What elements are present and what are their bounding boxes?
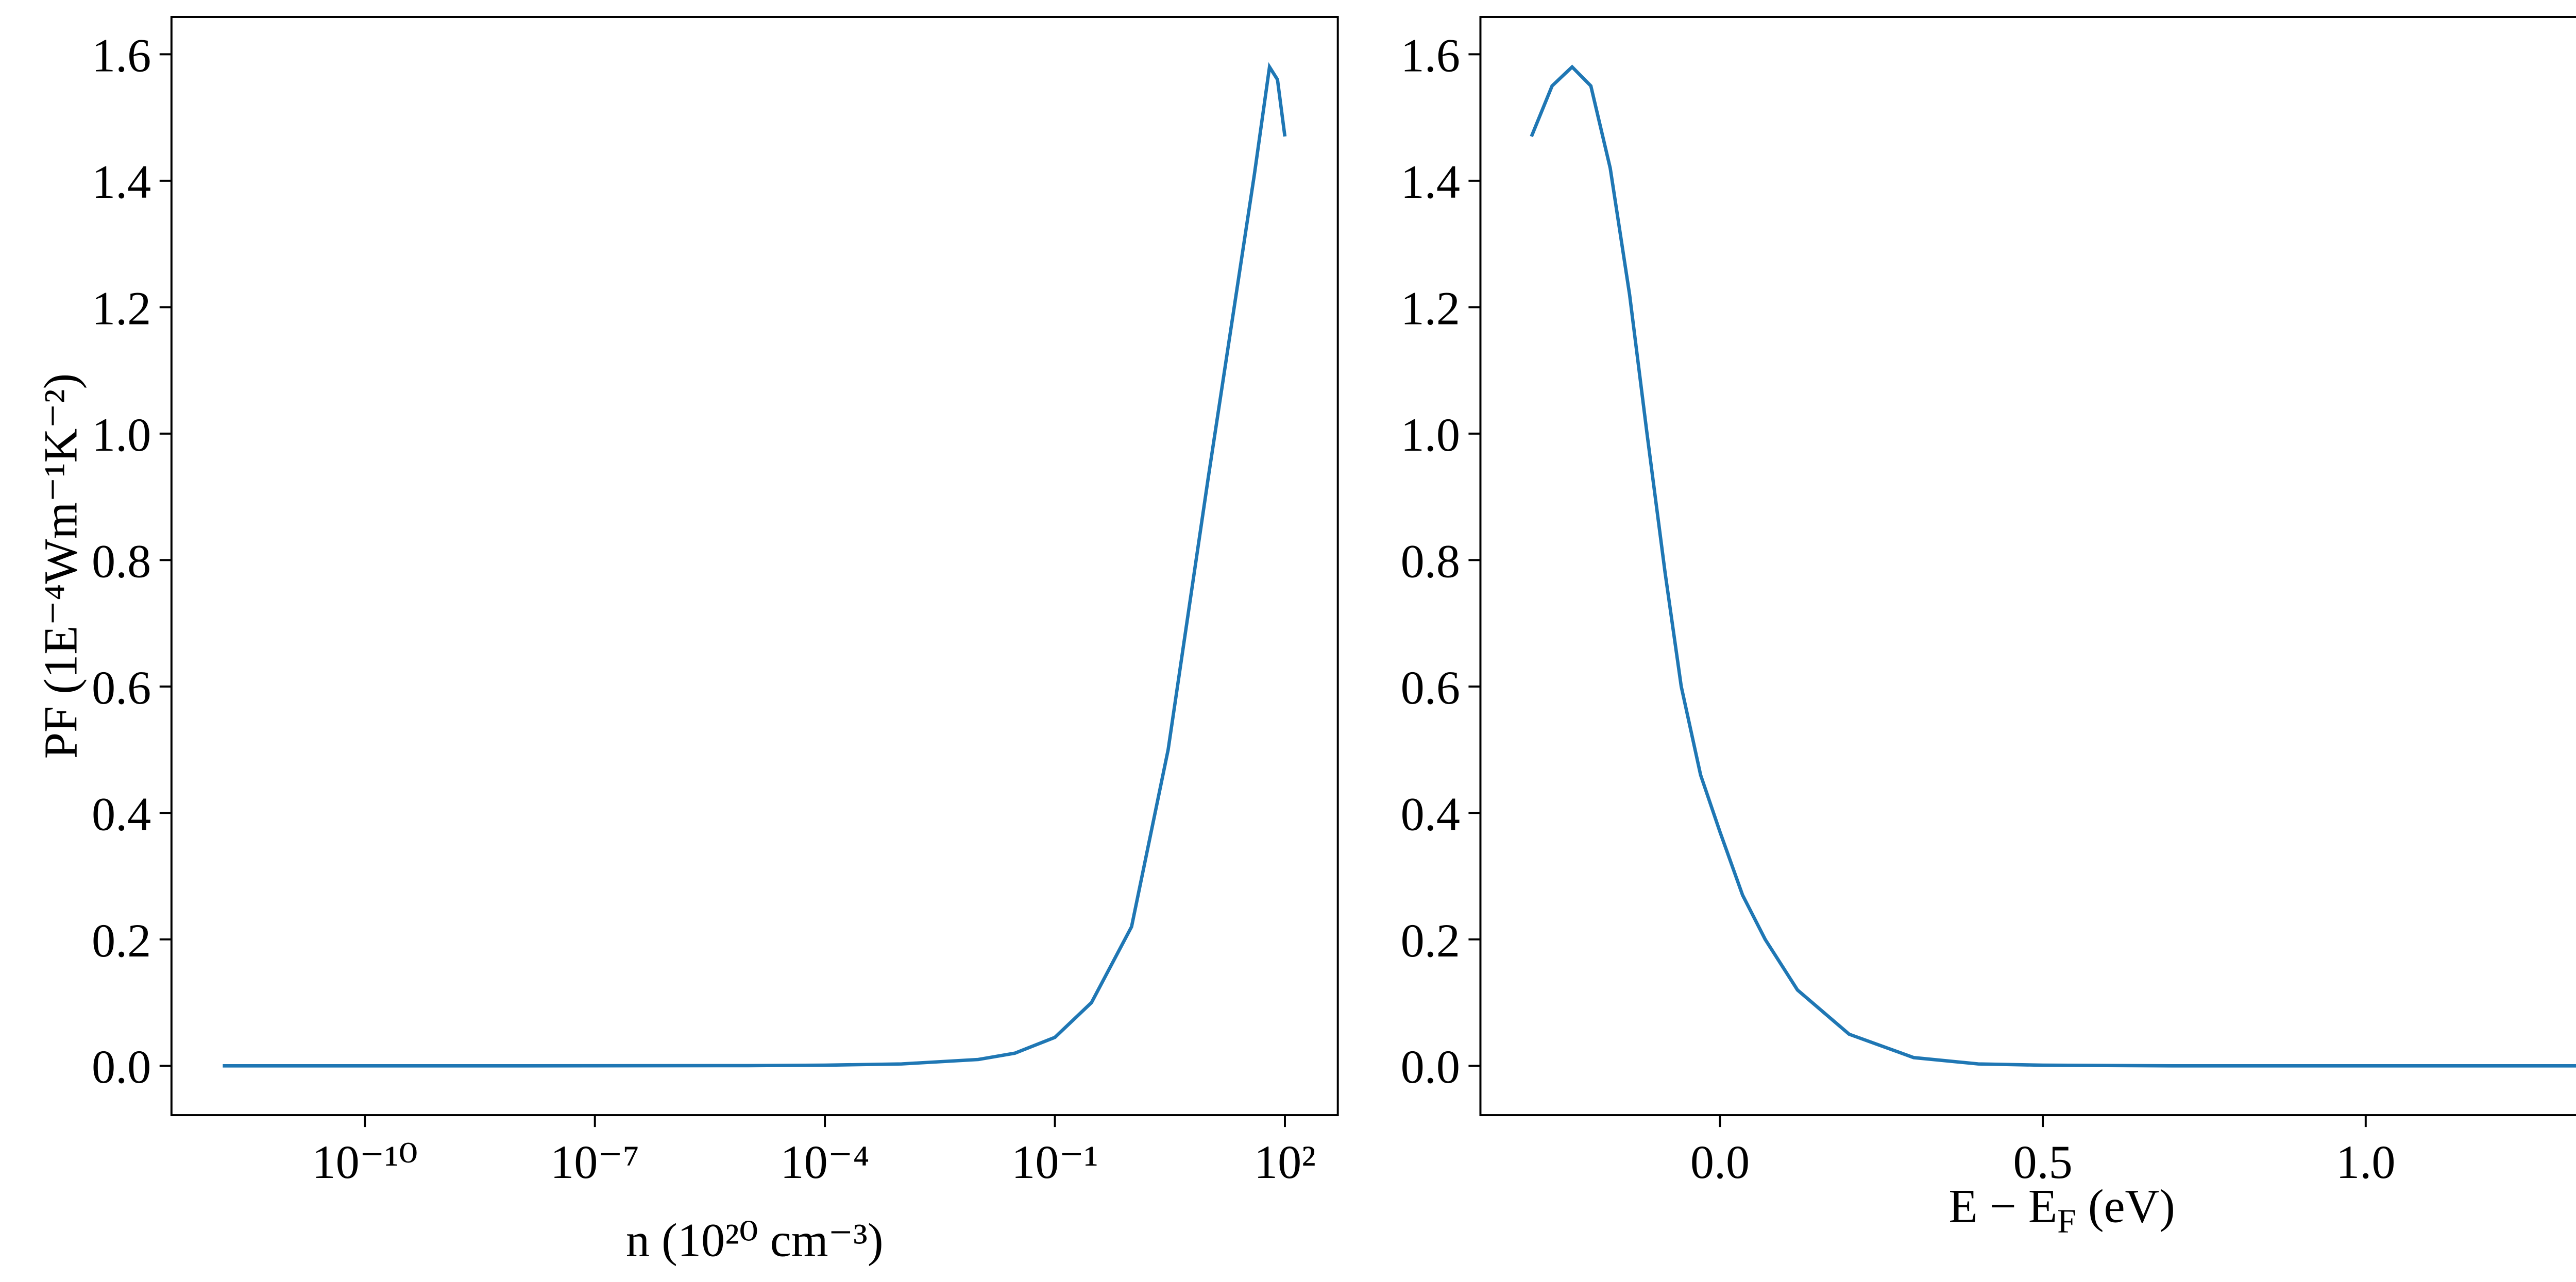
x-tick-label: 10⁻⁷	[550, 1136, 639, 1188]
y-tick-label: 0.6	[92, 661, 151, 714]
curve	[1530, 64, 2576, 1068]
axes-frame	[1479, 16, 2576, 1117]
y-tick-label: 0.0	[92, 1040, 151, 1093]
x-axis-label-unit: (eV)	[2088, 1180, 2175, 1233]
x-tick-label: 1.0	[2336, 1136, 2395, 1188]
y-tick-label: 1.0	[92, 408, 151, 461]
x-axis-label-main: E − E	[1948, 1180, 2057, 1233]
y-tick-label: 0.8	[1401, 535, 1460, 587]
x-tick-label: 0.0	[1690, 1136, 1750, 1188]
y-tick-label: 1.4	[1401, 156, 1460, 208]
y-tick-label: 0.0	[1401, 1040, 1460, 1093]
x-axis-label-subscript: F	[2057, 1202, 2076, 1240]
y-tick-label: 0.8	[92, 535, 151, 587]
y-tick-label: 1.2	[1401, 282, 1460, 334]
y-tick-label: 0.2	[1401, 914, 1460, 967]
x-tick-label: 0.5	[2013, 1136, 2072, 1188]
x-tick-label: 10⁻¹⁰	[312, 1136, 418, 1188]
y-tick-label: 0.2	[92, 914, 151, 967]
y-tick-label: 1.6	[1401, 29, 1460, 81]
y-axis-label: PF (1E⁻⁴Wm⁻¹K⁻²)	[34, 373, 87, 759]
x-axis-label: E − EF (eV)	[1948, 1180, 2175, 1240]
y-tick-label: 0.4	[1401, 788, 1460, 840]
y-tick-label: 0.4	[92, 788, 151, 840]
x-axis-label: n (10²⁰ cm⁻³)	[626, 1214, 884, 1267]
y-tick-label: 1.6	[92, 29, 151, 81]
axes-frame	[170, 16, 1339, 1117]
x-tick-label: 10⁻⁴	[781, 1136, 870, 1188]
y-tick-label: 1.4	[92, 156, 151, 208]
x-tick-label: 10⁻¹	[1011, 1136, 1098, 1188]
x-tick-label: 10²	[1254, 1136, 1316, 1188]
curve	[223, 62, 1287, 1068]
y-tick-label: 0.6	[1401, 661, 1460, 714]
y-tick-label: 1.2	[92, 282, 151, 334]
y-tick-label: 1.0	[1401, 408, 1460, 461]
